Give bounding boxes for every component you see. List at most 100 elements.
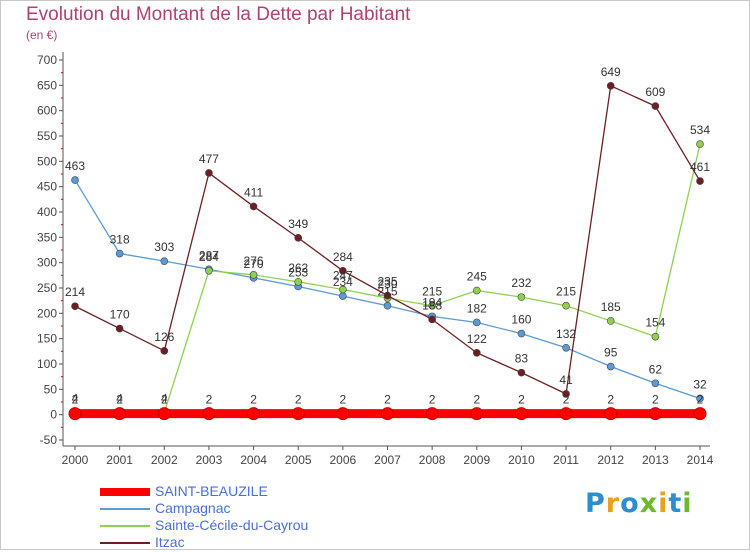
data-label: 62 (649, 362, 663, 376)
data-point (514, 407, 528, 421)
data-label: 2 (473, 393, 480, 407)
data-point (339, 266, 347, 275)
data-label: 132 (556, 327, 576, 341)
data-point (606, 82, 615, 90)
logo-letter: t (668, 488, 683, 519)
data-label: 154 (645, 316, 665, 330)
data-point (294, 234, 303, 242)
data-point (606, 317, 615, 325)
data-label: 2 (384, 393, 391, 407)
data-point (651, 332, 660, 341)
series-layer (68, 82, 707, 421)
data-label: 4 (72, 392, 79, 406)
data-point (562, 343, 570, 352)
data-point (68, 407, 82, 421)
data-point (71, 302, 79, 311)
data-point (693, 407, 707, 421)
data-label: 232 (511, 276, 531, 290)
legend-label: SAINT-BEAUZILE (155, 483, 268, 499)
data-label: 83 (515, 352, 529, 366)
data-label: 534 (690, 123, 710, 137)
x-tick-label: 2002 (151, 453, 178, 467)
data-point (428, 301, 436, 310)
data-label: 276 (244, 254, 264, 268)
data-label: 95 (604, 346, 618, 360)
x-tick-label: 2000 (62, 453, 89, 467)
data-label: 284 (199, 250, 219, 264)
data-point (157, 407, 171, 421)
x-tick-label: 2010 (508, 453, 535, 467)
data-label: 287 (199, 248, 219, 262)
data-point (606, 362, 615, 371)
data-label: 234 (333, 275, 353, 289)
y-tick-label: 550 (37, 129, 57, 143)
data-label: 461 (690, 160, 710, 174)
data-point (339, 285, 347, 294)
data-point (115, 324, 124, 333)
x-tick-label: 2005 (285, 453, 312, 467)
data-point (696, 140, 704, 148)
data-point (339, 292, 347, 300)
data-label: 609 (645, 85, 665, 99)
data-label: 270 (244, 257, 264, 271)
data-label: 2 (72, 393, 79, 407)
data-label: 185 (601, 300, 621, 314)
y-tick-label: 0 (50, 408, 57, 422)
x-tick-label: 2013 (642, 453, 669, 467)
y-tick-label: 50 (44, 382, 58, 396)
data-label: 215 (556, 285, 576, 299)
x-tick-label: 2014 (687, 453, 714, 467)
x-tick-label: 2001 (106, 453, 133, 467)
data-point (160, 257, 169, 265)
data-point (425, 407, 439, 421)
logo-letter: i (658, 488, 669, 519)
data-point (517, 293, 526, 301)
data-label: 262 (288, 261, 308, 275)
data-point (472, 286, 481, 295)
data-point (205, 169, 213, 177)
y-tick-label: 150 (37, 332, 57, 346)
chart-title: Evolution du Montant de la Dette par Hab… (26, 4, 411, 25)
legend-swatch (100, 508, 150, 510)
unit-label: (en €) (26, 28, 58, 42)
data-point (604, 407, 618, 421)
data-label: 245 (467, 270, 487, 284)
axes: -50 0 50 100 150 200 250 300 350 400 450 500 550 600 6… (37, 52, 714, 467)
data-point (428, 315, 436, 324)
data-point (381, 407, 394, 421)
data-label: 194 (422, 295, 442, 309)
data-point (562, 390, 570, 398)
legend-label: Itzac (155, 534, 185, 550)
data-point (294, 278, 303, 286)
data-point (517, 368, 526, 377)
data-label: 32 (693, 377, 707, 391)
data-point (559, 407, 573, 421)
logo-letter: P (585, 488, 606, 519)
data-label: 247 (333, 269, 353, 283)
legend-label: Campagnac (155, 500, 231, 516)
y-tick-label: 350 (37, 230, 57, 244)
x-tick-label: 2008 (419, 453, 446, 467)
y-tick-label: 400 (37, 205, 57, 219)
data-label: 4 (116, 392, 123, 406)
data-label: 284 (333, 250, 353, 264)
y-tick-label: 600 (37, 104, 57, 118)
data-point (562, 301, 570, 310)
data-label: 230 (377, 277, 397, 291)
y-tick-label: 300 (37, 256, 57, 270)
data-label: 160 (511, 313, 531, 327)
data-point (696, 394, 704, 403)
data-point (205, 266, 213, 275)
data-label: 2 (652, 393, 659, 407)
data-label: 2 (340, 393, 347, 407)
data-label: 2 (295, 393, 302, 407)
data-label: 235 (377, 275, 397, 289)
data-point (651, 379, 660, 388)
proxiti-logo: Proxiti (585, 488, 693, 519)
data-point (291, 407, 305, 421)
data-label: 649 (601, 65, 621, 79)
data-point (696, 177, 704, 185)
legend-label: Sainte-Cécile-du-Cayrou (155, 517, 309, 533)
